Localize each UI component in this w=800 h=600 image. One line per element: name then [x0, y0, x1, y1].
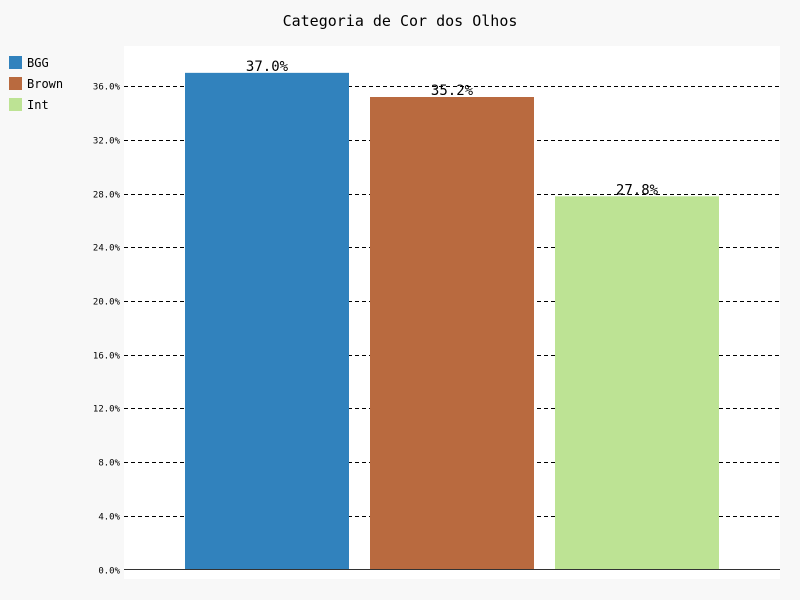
legend: BGG Brown Int: [9, 56, 63, 112]
legend-label-bgg: BGG: [27, 56, 49, 70]
y-tick-label: 32.0%: [93, 137, 121, 147]
legend-swatch-int: [9, 98, 22, 111]
bar-int: [555, 196, 719, 570]
y-tick-label: 28.0%: [93, 191, 121, 201]
y-tick-label: 20.0%: [93, 298, 121, 308]
y-tick-label: 36.0%: [93, 83, 121, 93]
data-label-int: 27.8%: [616, 182, 659, 198]
bar-bgg: [185, 72, 349, 570]
legend-label-int: Int: [27, 98, 49, 112]
y-tick-label: 8.0%: [98, 459, 120, 469]
y-tick-label: 4.0%: [98, 513, 120, 523]
y-tick-label: 24.0%: [93, 244, 121, 254]
y-tick-label: 0.0%: [98, 567, 120, 577]
chart-title: Categoria de Cor dos Olhos: [283, 12, 518, 30]
bars: [185, 72, 719, 570]
data-label-bgg: 37.0%: [246, 59, 289, 75]
legend-label-brown: Brown: [27, 77, 63, 91]
data-label-brown: 35.2%: [431, 83, 474, 99]
data-labels: 37.0% 35.2% 27.8%: [246, 59, 659, 198]
bar-brown: [370, 97, 534, 570]
y-tick-label: 16.0%: [93, 352, 121, 362]
y-axis-ticks: 0.0% 4.0% 8.0% 12.0% 16.0% 20.0% 24.0% 28.0% 32.…: [93, 83, 121, 577]
legend-swatch-bgg: [9, 56, 22, 69]
legend-swatch-brown: [9, 77, 22, 90]
y-tick-label: 12.0%: [93, 405, 121, 415]
